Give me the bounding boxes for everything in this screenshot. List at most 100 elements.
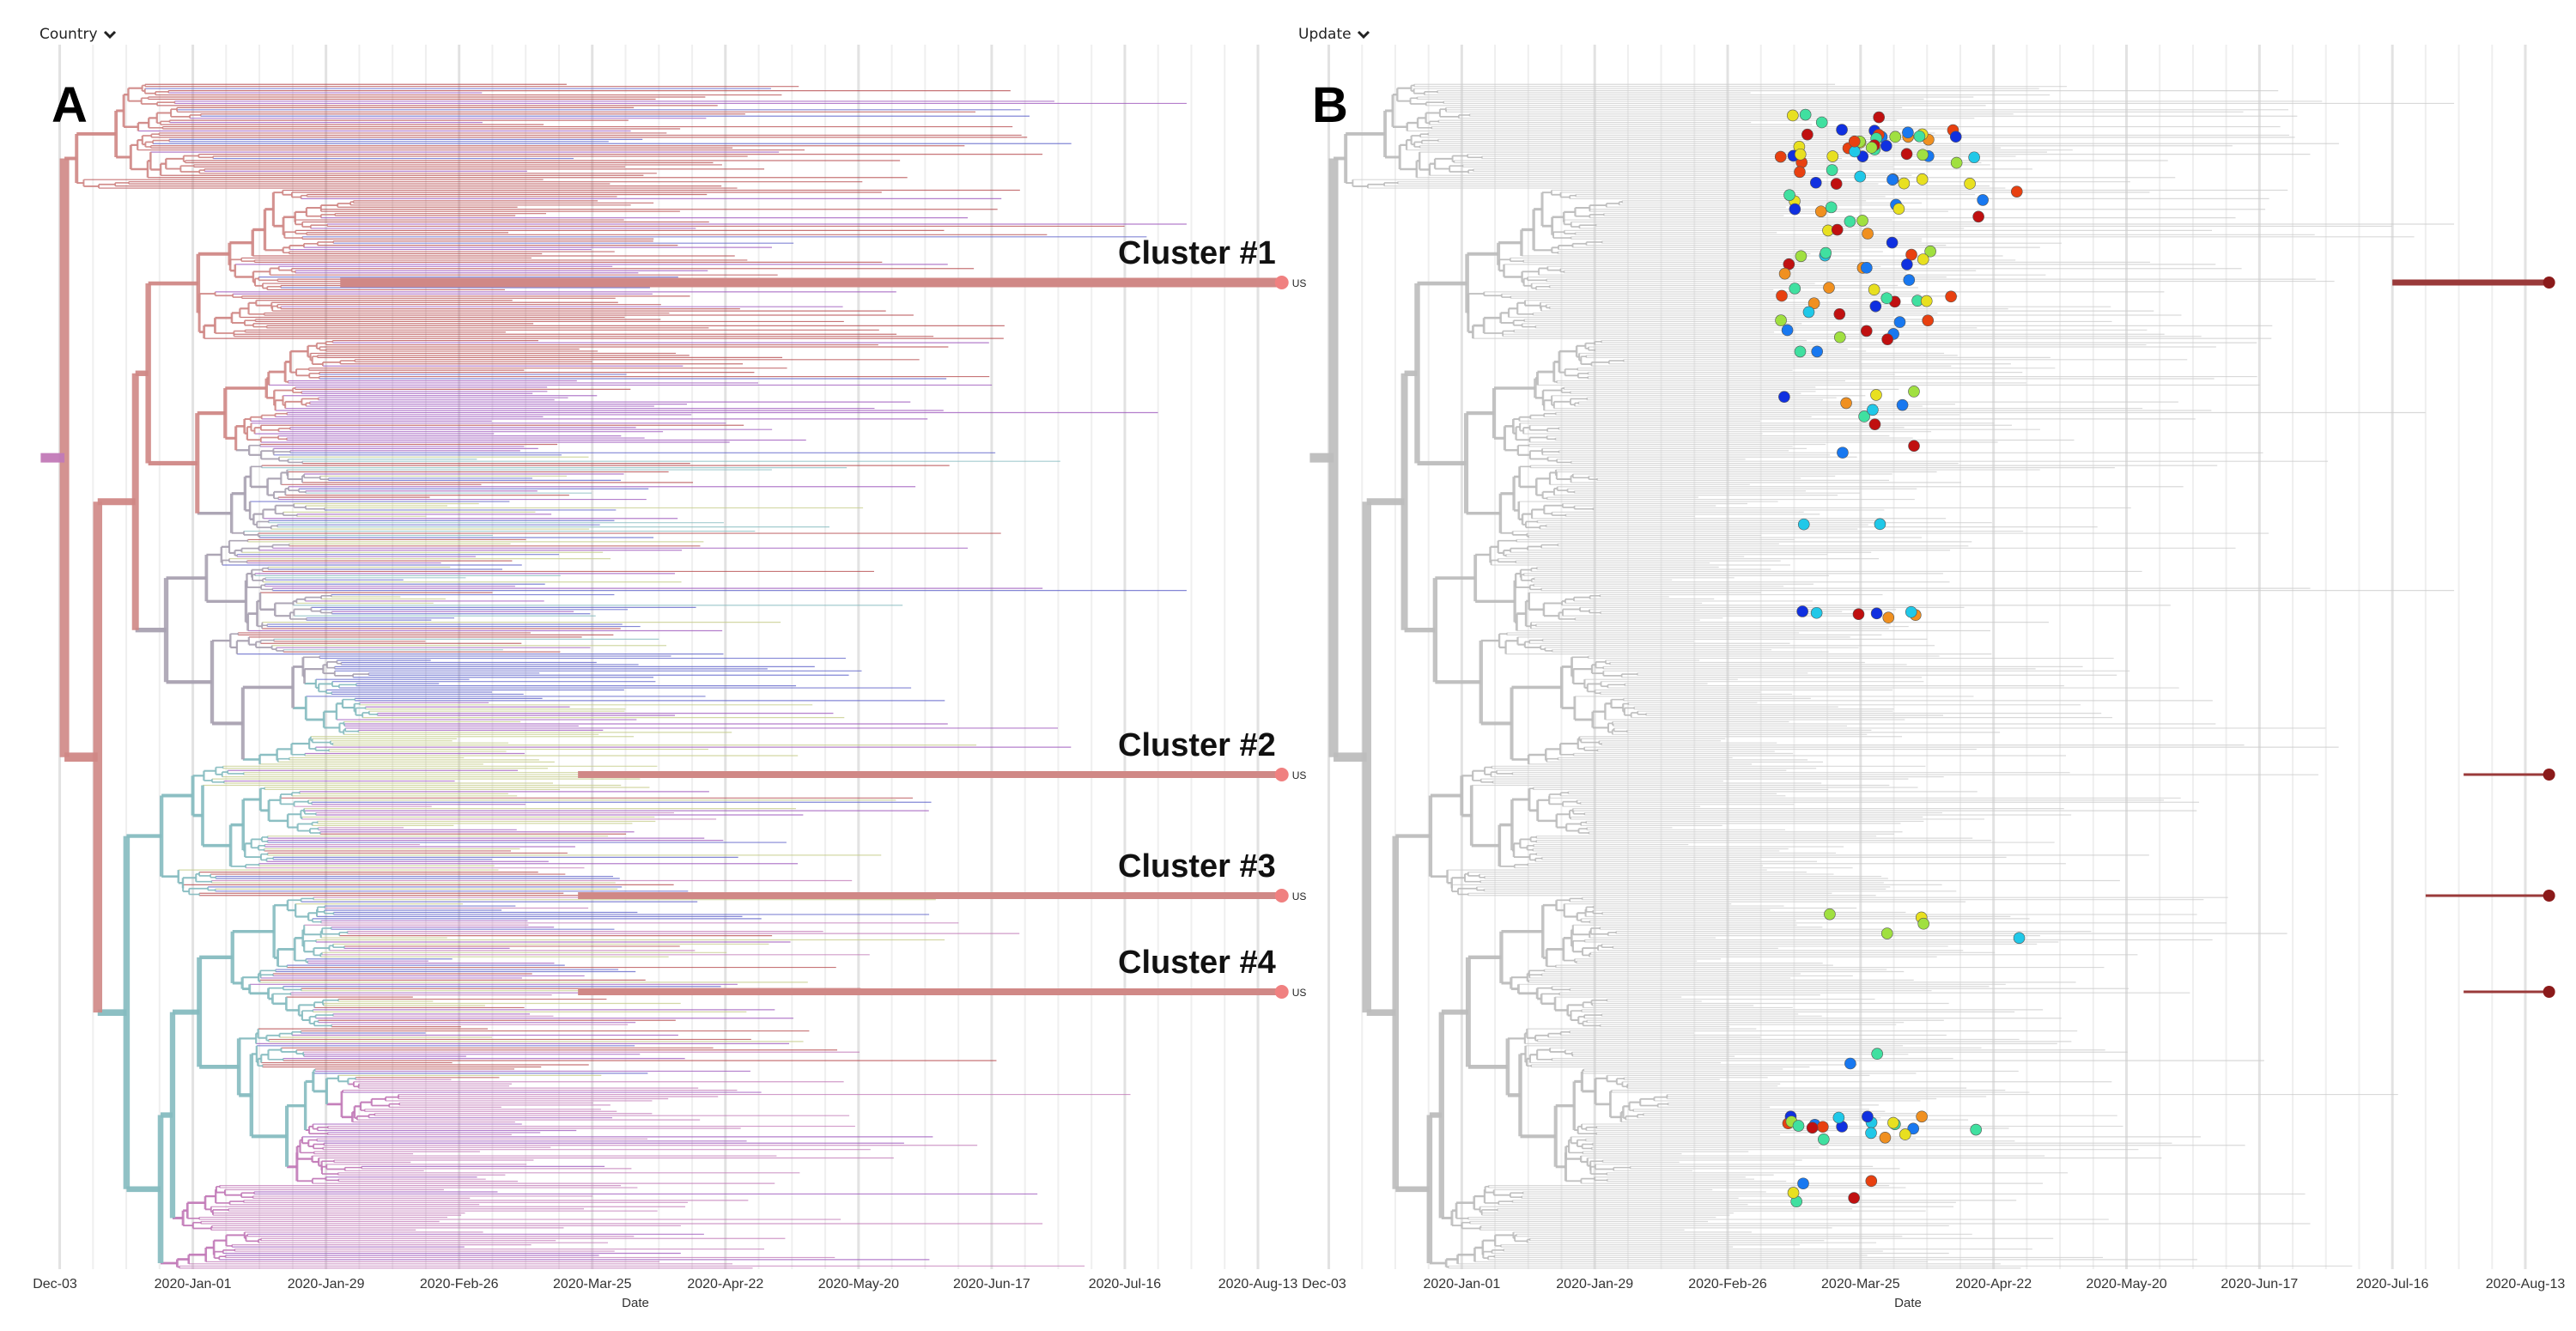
update-dot xyxy=(1922,314,1935,327)
x-tick-label: 2020-Jan-29 xyxy=(288,1277,365,1291)
update-dot xyxy=(1809,176,1822,189)
selector-label: Country xyxy=(39,26,98,43)
update-dot xyxy=(1840,397,1852,410)
x-axis-title-b: Date xyxy=(1894,1296,1922,1310)
update-dot xyxy=(1873,111,1885,124)
update-dot xyxy=(1881,333,1893,345)
update-dot xyxy=(1950,156,1963,169)
update-dot xyxy=(1833,331,1846,343)
update-dot xyxy=(1848,1192,1860,1204)
update-dot xyxy=(1823,282,1835,294)
update-dot xyxy=(1844,216,1856,228)
color-by-selector-update[interactable]: Update xyxy=(1298,26,1370,43)
update-dot xyxy=(1893,316,1906,328)
update-dot xyxy=(1797,1177,1809,1190)
update-dot xyxy=(1801,128,1814,141)
update-dot xyxy=(1899,1128,1911,1140)
update-dot xyxy=(1889,131,1902,143)
update-dot xyxy=(1811,345,1823,358)
update-dot xyxy=(1826,164,1838,176)
cluster-label: Cluster #3 xyxy=(1118,848,1276,884)
x-tick-label: 2020-Jun-17 xyxy=(953,1277,1030,1291)
update-dot xyxy=(1905,605,1917,618)
tip-dots-panel-b xyxy=(1774,108,2026,1208)
update-dot xyxy=(1778,267,1791,280)
update-dot xyxy=(1778,391,1790,403)
update-dot xyxy=(1964,178,1976,190)
chevron-down-icon xyxy=(103,30,116,40)
x-tick-label: 2020-May-20 xyxy=(818,1277,899,1291)
update-dot xyxy=(1862,228,1874,240)
update-dot xyxy=(1865,1127,1877,1140)
x-tick-label: Dec-03 xyxy=(1302,1277,1346,1291)
cluster-label: Cluster #4 xyxy=(1118,945,1276,981)
cluster-tip xyxy=(2543,986,2555,998)
update-dot xyxy=(1886,236,1899,249)
x-tick-label: 2020-Jul-16 xyxy=(1089,1277,1162,1291)
update-dot xyxy=(1781,324,1794,337)
update-dot xyxy=(1837,447,1849,459)
cluster-tip xyxy=(1274,768,1289,781)
update-dot xyxy=(1787,109,1799,122)
update-dot xyxy=(1902,126,1914,139)
update-dot xyxy=(1776,289,1788,302)
update-dot xyxy=(1870,607,1883,620)
update-dot xyxy=(1789,203,1801,216)
update-dot xyxy=(1905,248,1917,261)
cluster-tip xyxy=(1274,276,1289,289)
update-dot xyxy=(1917,917,1929,930)
update-dot xyxy=(1916,1110,1928,1123)
update-dot xyxy=(1968,151,1980,164)
update-dot xyxy=(1818,1133,1830,1146)
update-dot xyxy=(1880,927,1893,939)
update-dot xyxy=(1977,194,1989,206)
update-dot xyxy=(1903,274,1916,286)
update-dot xyxy=(1826,150,1839,162)
update-dot xyxy=(1916,173,1929,185)
x-axis-a: Dec-03 2020-Jan-01 2020-Jan-29 2020-Feb-26 2… xyxy=(33,1277,1297,1291)
update-dot xyxy=(1868,418,1881,430)
x-tick-label: 2020-Aug-13 xyxy=(1218,1277,1298,1291)
update-dot xyxy=(1797,518,1810,531)
cluster-tip xyxy=(1274,889,1289,903)
update-dot xyxy=(1820,246,1832,259)
tip-label: US xyxy=(1292,987,1307,999)
cluster-tip xyxy=(2543,277,2555,289)
x-tick-label: 2020-Jan-01 xyxy=(155,1277,232,1291)
grid-b xyxy=(1327,45,2527,1269)
update-dot xyxy=(1806,1121,1819,1134)
clusters-panel-b xyxy=(2392,277,2555,998)
update-dot xyxy=(1789,283,1801,295)
update-dot xyxy=(1917,253,1929,265)
update-dot xyxy=(1880,292,1893,305)
update-dot xyxy=(1882,611,1895,623)
update-dot xyxy=(1865,1175,1878,1188)
cluster-tip xyxy=(2543,769,2555,781)
update-dot xyxy=(1945,290,1957,303)
update-dot xyxy=(1870,389,1882,401)
tree-panel-b[interactable] xyxy=(1309,83,2455,1269)
update-dot xyxy=(1858,410,1870,422)
update-dot xyxy=(1814,205,1827,218)
cluster-tip xyxy=(1274,985,1289,999)
update-dot xyxy=(1869,300,1882,313)
update-dot xyxy=(1917,149,1929,161)
update-dot xyxy=(1849,145,1861,158)
x-tick-label: 2020-Jul-16 xyxy=(2356,1277,2429,1291)
update-dot xyxy=(1854,170,1867,183)
x-axis-title-a: Date xyxy=(622,1296,649,1310)
color-by-selector-country[interactable]: Country xyxy=(39,26,117,43)
cluster-label: Cluster #1 xyxy=(1118,235,1276,271)
tree-panel-a[interactable] xyxy=(40,83,1187,1269)
update-dot xyxy=(1836,124,1848,136)
x-tick-label: Dec-03 xyxy=(33,1277,77,1291)
x-tick-label: 2020-Jan-01 xyxy=(1423,1277,1500,1291)
update-dot xyxy=(1807,297,1820,310)
update-dot xyxy=(1886,173,1899,186)
update-dot xyxy=(1970,1123,1982,1136)
update-dot xyxy=(1924,245,1936,258)
update-dot xyxy=(1887,1116,1899,1129)
update-dot xyxy=(1810,606,1823,619)
x-tick-label: 2020-Feb-26 xyxy=(1688,1277,1767,1291)
x-axis-b: Dec-03 2020-Jan-01 2020-Jan-29 2020-Feb-26 2… xyxy=(1302,1277,2565,1291)
